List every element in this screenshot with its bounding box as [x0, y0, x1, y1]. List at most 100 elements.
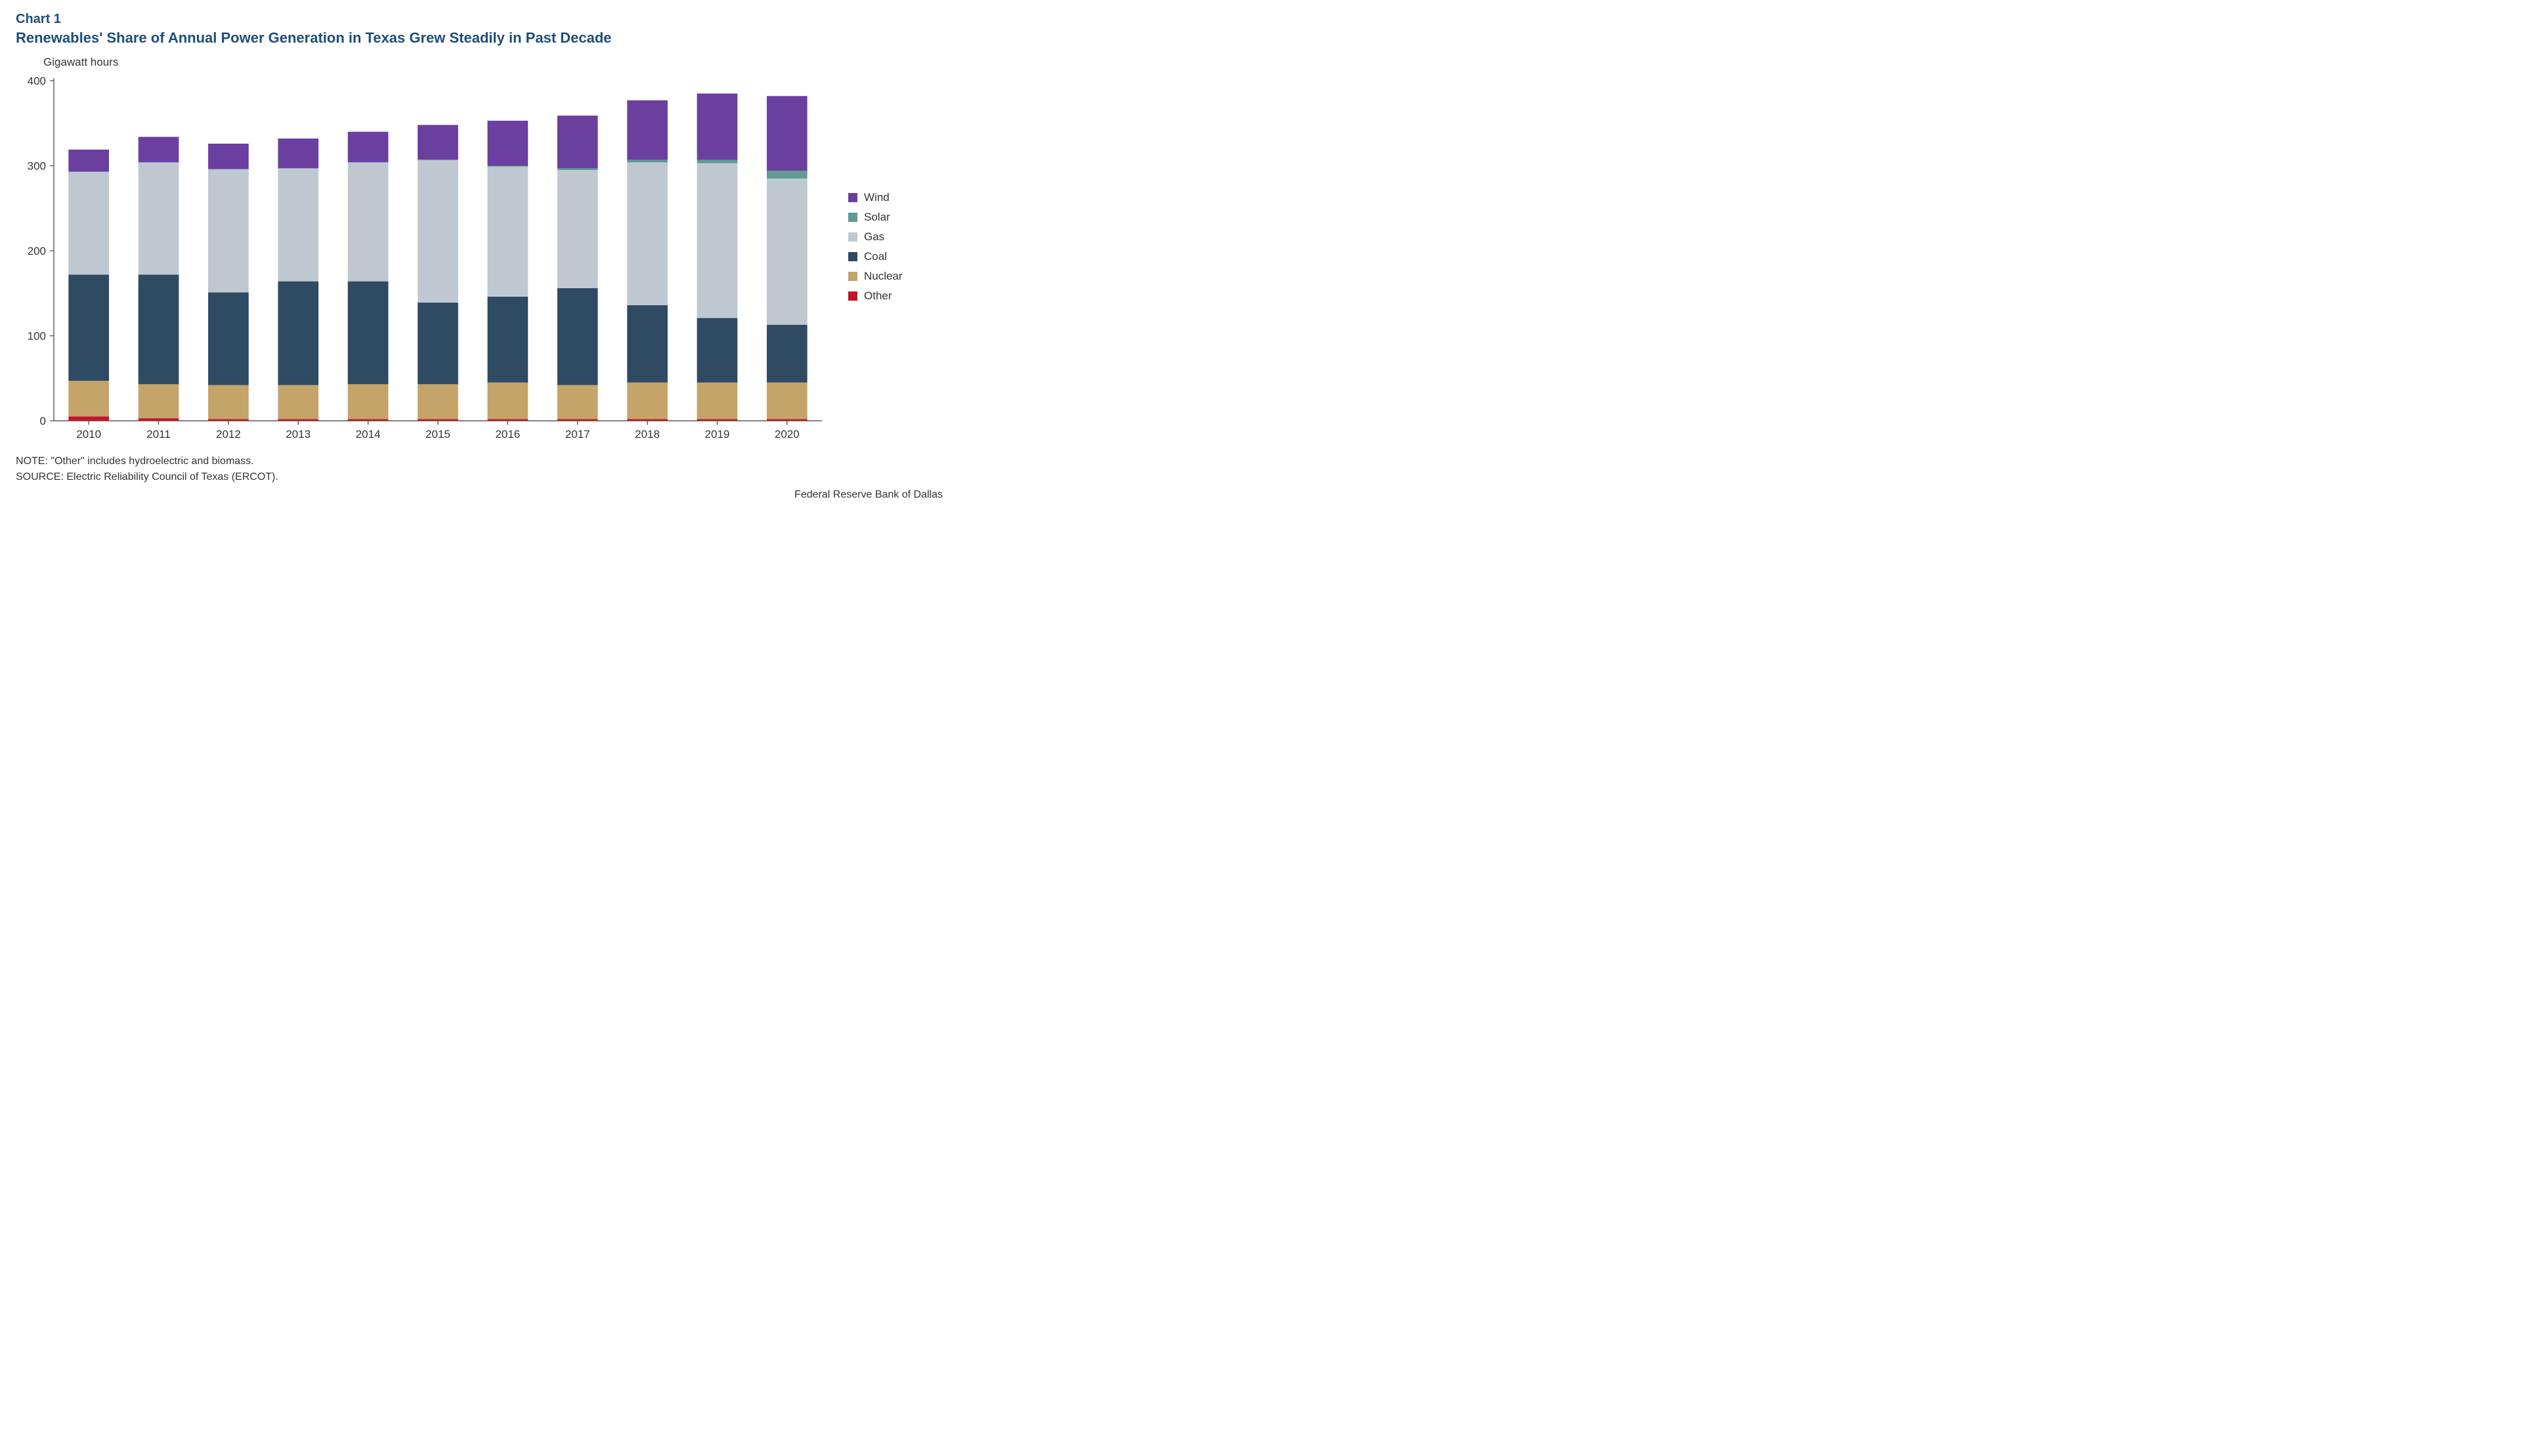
bar-segment: [627, 160, 668, 162]
bar-segment: [627, 383, 668, 419]
bar-segment: [767, 171, 808, 179]
svg-text:2019: 2019: [705, 428, 730, 440]
bar-segment: [348, 162, 389, 281]
bar-segment: [208, 419, 249, 421]
bar-segment: [557, 116, 598, 168]
stacked-bar-svg: 0 100 200 300 400 2010 2011 2012 2013 2014 2015 201…: [16, 73, 830, 447]
legend-swatch: [848, 213, 857, 222]
bar-segment: [348, 384, 389, 419]
bar-segment: [767, 179, 808, 325]
svg-text:2018: 2018: [635, 428, 660, 440]
bar-segment: [418, 160, 458, 303]
bar-segment: [278, 282, 318, 385]
svg-text:2012: 2012: [216, 428, 241, 440]
bar-segment: [627, 162, 668, 305]
legend-label: Gas: [864, 230, 884, 244]
attribution: Federal Reserve Bank of Dallas: [16, 489, 943, 501]
bar-segment: [697, 318, 738, 382]
svg-text:2016: 2016: [495, 428, 520, 440]
svg-text:0: 0: [40, 415, 46, 427]
bar-segment: [488, 121, 528, 166]
bar-segment: [697, 93, 738, 160]
svg-text:300: 300: [28, 160, 46, 173]
chart-number: Chart 1: [16, 12, 943, 27]
bar-segment: [697, 163, 738, 318]
bar-segment: [208, 385, 249, 419]
legend-swatch: [848, 193, 857, 202]
bar-segment: [418, 303, 458, 384]
legend-swatch: [848, 272, 857, 281]
bar-segment: [418, 125, 458, 160]
bar-segment: [418, 419, 458, 421]
bar-segment: [767, 96, 808, 171]
note-text: NOTE: "Other" includes hydroelectric and…: [16, 454, 943, 469]
legend-item: Coal: [848, 250, 903, 263]
legend-swatch: [848, 252, 857, 261]
legend-item: Solar: [848, 211, 903, 224]
legend-swatch: [848, 291, 857, 301]
y-axis-label: Gigawatt hours: [43, 56, 943, 69]
bar-segment: [68, 274, 109, 381]
legend-label: Solar: [864, 211, 890, 224]
legend-item: Other: [848, 289, 903, 303]
legend-label: Wind: [864, 191, 890, 204]
bar-segment: [488, 167, 528, 297]
bar-segment: [139, 162, 179, 274]
bar-segment: [557, 419, 598, 421]
legend-item: Wind: [848, 191, 903, 204]
bar-segment: [697, 160, 738, 163]
svg-text:2010: 2010: [76, 428, 101, 440]
bar-segment: [348, 132, 389, 163]
bar-segment: [68, 417, 109, 421]
svg-text:2020: 2020: [775, 428, 800, 440]
bar-segment: [68, 172, 109, 275]
bar-segment: [488, 419, 528, 421]
legend-label: Nuclear: [864, 270, 903, 283]
svg-text:2014: 2014: [356, 428, 381, 440]
bar-segment: [557, 288, 598, 385]
bar-segment: [278, 168, 318, 281]
bar-segment: [488, 297, 528, 383]
bar-segment: [208, 144, 249, 169]
bar-segment: [488, 383, 528, 419]
svg-text:2015: 2015: [425, 428, 450, 440]
bar-segment: [278, 385, 318, 419]
bar-segment: [278, 139, 318, 168]
bar-segment: [557, 170, 598, 288]
bar-segment: [348, 282, 389, 385]
bar-segment: [68, 150, 109, 172]
bar-segment: [767, 325, 808, 383]
chart-title: Renewables' Share of Annual Power Genera…: [16, 30, 943, 47]
source-text: SOURCE: Electric Reliability Council of …: [16, 469, 943, 485]
bar-segment: [627, 100, 668, 160]
legend-label: Other: [864, 289, 892, 303]
bar-segment: [627, 305, 668, 383]
svg-text:200: 200: [28, 245, 46, 257]
bar-segment: [767, 383, 808, 419]
bar-segment: [348, 419, 389, 421]
bar-segment: [208, 169, 249, 293]
svg-text:400: 400: [28, 75, 46, 87]
bar-segment: [68, 381, 109, 416]
bar-segment: [139, 384, 179, 418]
bar-segment: [139, 274, 179, 384]
svg-text:2013: 2013: [286, 428, 311, 440]
bar-segment: [557, 385, 598, 419]
bar-segment: [767, 419, 808, 421]
bar-segment: [418, 384, 458, 419]
bar-segment: [697, 419, 738, 421]
chart-container: Chart 1 Renewables' Share of Annual Powe…: [0, 0, 959, 509]
bar-segment: [139, 418, 179, 421]
plot-area: 0 100 200 300 400 2010 2011 2012 2013 2014 2015 201…: [16, 73, 830, 447]
legend-swatch: [848, 232, 857, 242]
legend-item: Gas: [848, 230, 903, 244]
bar-segment: [488, 166, 528, 167]
legend-item: Nuclear: [848, 270, 903, 283]
bar-segment: [208, 292, 249, 385]
svg-text:2011: 2011: [146, 428, 171, 440]
footer-notes: NOTE: "Other" includes hydroelectric and…: [16, 454, 943, 485]
bar-segment: [139, 137, 179, 162]
svg-text:100: 100: [28, 330, 46, 343]
bar-segment: [278, 419, 318, 421]
bar-segment: [557, 168, 598, 170]
